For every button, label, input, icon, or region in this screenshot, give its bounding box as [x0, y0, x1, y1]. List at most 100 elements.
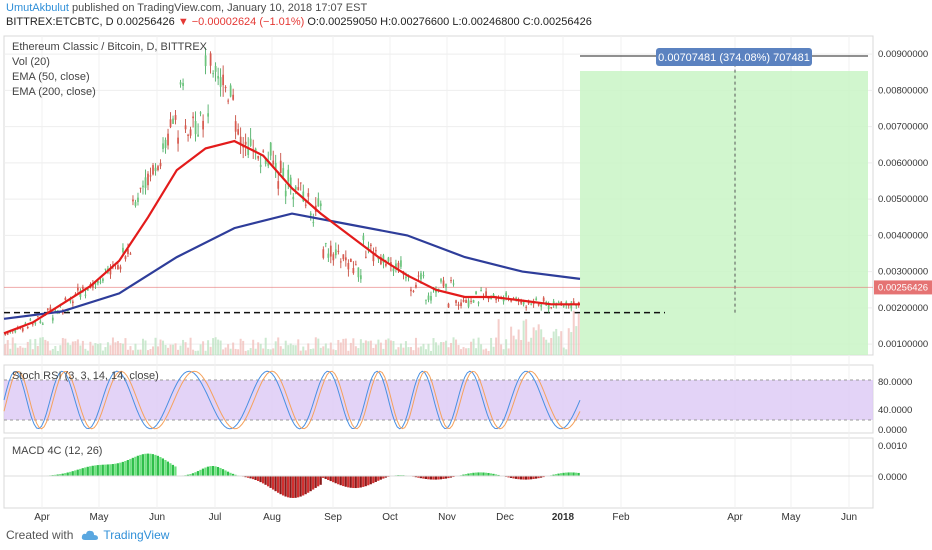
candle-body [492, 294, 495, 297]
macd-bar [557, 473, 560, 476]
candle-body [164, 139, 167, 148]
macd-bar [484, 472, 488, 476]
macd-bar [189, 474, 192, 476]
candle-body [299, 182, 302, 184]
volume-bar [510, 326, 513, 355]
volume-bar [16, 347, 19, 355]
chart-area[interactable]: 0.00707481 (374.08%) 707481 Ethereum Cla… [0, 34, 932, 526]
macd-bar [79, 468, 82, 476]
macd-bar [286, 476, 290, 498]
candle-body [357, 267, 360, 278]
candle-body [557, 302, 560, 304]
volume-bar [337, 339, 340, 355]
last-price-tag-text: 0.00256426 [878, 282, 928, 293]
volume-bar [121, 343, 124, 355]
macd-bar [307, 476, 310, 493]
macd-bar [464, 474, 468, 476]
volume-bar [182, 339, 185, 355]
volume-bar [477, 337, 480, 355]
macd-bar [337, 476, 340, 485]
macd-bar [99, 464, 102, 476]
last-price: 0.00256426 [116, 16, 175, 28]
stoch-d-line [3, 370, 581, 430]
legend-vol: Vol (20) [12, 56, 50, 68]
macd-bar [94, 465, 97, 476]
macd-bar [439, 476, 443, 480]
candle-body [82, 286, 84, 289]
target-zone[interactable] [580, 71, 868, 355]
macd-bar [234, 474, 237, 476]
macd-bar [467, 473, 470, 476]
volume-bar [34, 338, 37, 355]
macd-bar [442, 476, 445, 479]
candle-body [547, 304, 550, 310]
macd-bar [309, 476, 312, 492]
volume-bar [357, 348, 360, 355]
volume-bar [94, 343, 97, 355]
stoch-tick-40: 40.0000 [878, 405, 912, 416]
macd-bar [552, 474, 555, 476]
candle-body [87, 289, 89, 291]
volume-bar [422, 343, 425, 355]
candle-body [19, 327, 22, 329]
volume-bar [207, 340, 210, 355]
candle-body [237, 129, 240, 135]
macd-bar [199, 469, 202, 476]
volume-bar [472, 338, 475, 355]
candle-body [97, 280, 99, 284]
candle-body [344, 257, 347, 261]
candle-body [127, 249, 129, 255]
volume-bar [299, 350, 302, 355]
volume-bar [66, 342, 69, 355]
tradingview-link[interactable]: TradingView [103, 528, 170, 542]
volume-bar [134, 343, 137, 355]
candle-body [510, 299, 513, 302]
time-axis[interactable]: Apr May Jun Jul Aug Sep Oct Nov Dec 2018 Feb Apr May… [34, 512, 857, 523]
candle-body [520, 300, 523, 304]
macd-bar [497, 474, 500, 476]
candle-body [269, 142, 272, 156]
macd-bar [449, 476, 453, 478]
candle-body [177, 137, 179, 144]
volume-bar [302, 346, 305, 355]
macd-bar [191, 473, 195, 476]
volume-bar [377, 339, 380, 355]
author-link[interactable]: UmutAkbulut [6, 2, 69, 14]
volume-bar [572, 310, 575, 355]
candle-body [354, 264, 357, 266]
volume-bar [277, 337, 280, 355]
volume-bar [61, 337, 64, 355]
volume-bar [99, 343, 102, 355]
macd-bar [554, 474, 558, 476]
macd-bar [357, 476, 360, 488]
macd-bar [332, 476, 335, 483]
volume-bar [152, 346, 155, 355]
candle-body [372, 252, 375, 262]
candle-body [69, 300, 72, 302]
macd-bar [186, 474, 190, 476]
candle-body [207, 113, 209, 117]
price-axis[interactable]: 0.00900000 0.00800000 0.00700000 0.00600000… [878, 49, 928, 350]
candle-body [400, 260, 402, 267]
volume-bar [414, 337, 417, 355]
volume-bar [362, 342, 365, 355]
candle-body [289, 177, 292, 188]
volume-bar [227, 344, 230, 355]
chart-title: Ethereum Classic / Bitcoin, D, BITTREX [12, 41, 208, 53]
macd-bar [106, 464, 109, 476]
volume-bar [29, 339, 32, 355]
volume-bar [515, 339, 518, 355]
macd-bar [206, 466, 210, 476]
volume-bar [565, 349, 568, 355]
macd-bar [109, 464, 112, 476]
macd-bar [479, 472, 483, 476]
candle-body [339, 261, 342, 263]
volume-bar [89, 341, 92, 355]
macd-bar [64, 473, 67, 476]
macd-bar [532, 476, 535, 480]
volume-bar [6, 340, 9, 355]
candle-body [167, 133, 169, 146]
macd-bar [161, 458, 165, 476]
candle-body [14, 330, 17, 333]
volume-bar [14, 343, 17, 355]
